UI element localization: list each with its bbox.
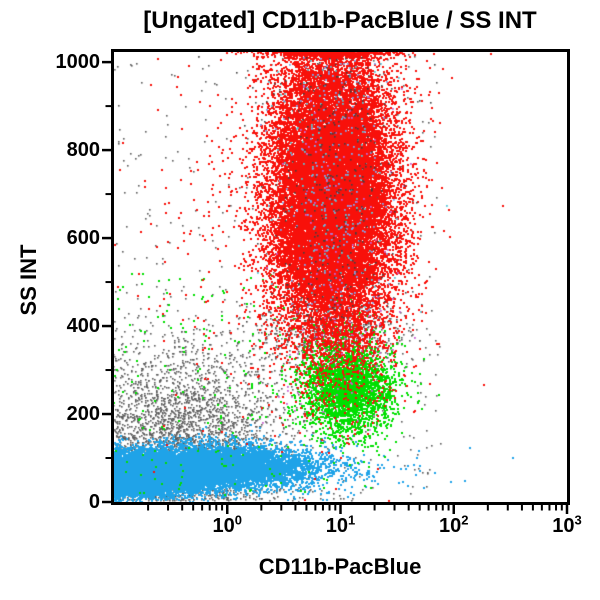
plot-frame bbox=[111, 49, 570, 505]
y-tick-label: 1000 bbox=[55, 51, 101, 74]
y-tick-label: 200 bbox=[66, 403, 100, 426]
x-tick-label: 101 bbox=[325, 512, 356, 537]
x-axis-label: CD11b-PacBlue bbox=[258, 554, 422, 579]
x-tick-label: 100 bbox=[212, 512, 242, 537]
y-axis-label: SS INT bbox=[16, 244, 41, 316]
y-tick-label: 400 bbox=[66, 315, 100, 338]
x-tick-label: 102 bbox=[439, 512, 469, 537]
y-tick-label: 800 bbox=[66, 139, 100, 162]
y-tick-label: 0 bbox=[88, 491, 100, 513]
y-tick-label: 600 bbox=[66, 227, 100, 250]
x-tick-label: 103 bbox=[552, 512, 582, 537]
